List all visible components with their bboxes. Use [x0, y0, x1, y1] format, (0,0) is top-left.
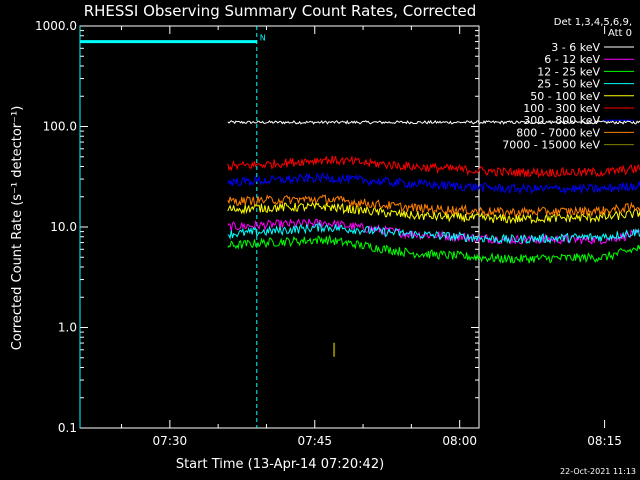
series-line — [227, 119, 640, 125]
series-line — [227, 221, 640, 245]
legend-header-line1: Det 1,3,4,5,6,9, — [554, 17, 632, 28]
legend-label: 7000 - 15000 keV — [502, 139, 600, 152]
legend-label: 800 - 7000 keV — [516, 126, 600, 139]
y-axis-label: Corrected Count Rate (s⁻¹ detector⁻¹) — [10, 106, 25, 351]
y-tick-label: 10.0 — [50, 220, 77, 234]
y-tick-label: 0.1 — [58, 421, 77, 435]
series-line — [227, 194, 640, 218]
series-line — [227, 234, 640, 264]
x-tick-label: 08:15 — [587, 434, 622, 448]
series-line — [227, 155, 640, 179]
legend-label: 6 - 12 keV — [544, 53, 600, 66]
y-tick-label: 100.0 — [43, 120, 77, 134]
legend-label: 300 - 800 keV — [523, 114, 600, 127]
legend-header-line2: Att 0 — [608, 28, 632, 39]
series-line — [227, 171, 640, 195]
legend-label: 12 - 25 keV — [537, 65, 600, 78]
x-tick-label: 08:00 — [442, 434, 477, 448]
legend-label: 50 - 100 keV — [530, 90, 600, 103]
x-tick-label: 07:30 — [153, 434, 188, 448]
legend-label: 25 - 50 keV — [537, 78, 600, 91]
y-tick-label: 1000.0 — [35, 19, 77, 33]
timestamp-label: 22-Oct-2021 11:13 — [560, 467, 636, 476]
night-bar-label: N — [260, 34, 266, 43]
plot-area: 07:3007:4508:0008:1508:3008:4509:000.11.… — [35, 19, 640, 448]
x-axis-label: Start Time (13-Apr-14 07:20:42) — [176, 457, 384, 472]
legend-label: 3 - 6 keV — [551, 41, 600, 54]
x-tick-label: 07:45 — [297, 434, 332, 448]
series-line — [227, 201, 640, 225]
y-tick-label: 1.0 — [58, 321, 77, 335]
legend-label: 100 - 300 keV — [523, 102, 600, 115]
chart-title: RHESSI Observing Summary Count Rates, Co… — [84, 2, 477, 20]
